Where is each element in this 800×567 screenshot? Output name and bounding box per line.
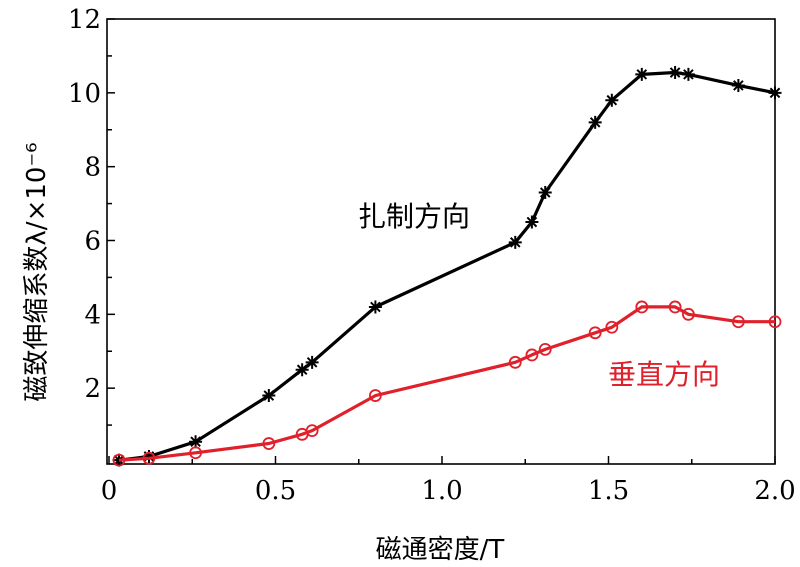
data-point xyxy=(508,355,522,369)
data-point xyxy=(635,67,649,81)
data-point xyxy=(682,307,695,321)
data-point xyxy=(189,435,203,449)
data-point xyxy=(538,186,552,200)
y-tick-label: 12 xyxy=(68,5,101,35)
data-point xyxy=(768,86,782,100)
x-tick-label: 0.5 xyxy=(255,476,296,506)
data-point xyxy=(295,363,309,377)
data-point xyxy=(262,437,276,450)
data-point xyxy=(262,389,276,403)
data-point xyxy=(305,424,319,438)
y-tick-label: 4 xyxy=(84,300,101,330)
series-line xyxy=(118,70,776,462)
data-point xyxy=(605,93,619,107)
annotation-perpendicular-direction: 垂直方向 xyxy=(608,358,720,391)
data-point xyxy=(525,348,539,362)
data-point xyxy=(681,67,695,81)
series-2 xyxy=(112,300,782,467)
x-tick-label: 1.0 xyxy=(421,476,462,506)
data-point xyxy=(668,66,682,80)
data-point xyxy=(142,451,156,465)
data-point xyxy=(768,315,782,329)
y-axis-title: 磁致伸缩系数λ/×10⁻⁶ xyxy=(22,142,52,401)
data-point xyxy=(189,446,202,460)
data-point xyxy=(538,343,552,356)
data-point xyxy=(731,78,745,92)
axes: 0 0.5 1.0 1.5 2.0 2 4 6 8 10 12 xyxy=(68,5,796,506)
x-axis-title: 磁通密度/T xyxy=(376,535,505,565)
data-point xyxy=(731,315,745,329)
data-point xyxy=(635,300,649,314)
data-point xyxy=(305,355,319,369)
data-point xyxy=(588,326,602,340)
y-tick-label: 6 xyxy=(84,227,101,257)
data-point xyxy=(668,300,682,314)
plot-frame xyxy=(106,18,776,465)
data-point xyxy=(142,449,156,463)
data-point xyxy=(508,235,522,249)
y-tick-label: 2 xyxy=(84,374,101,404)
data-point xyxy=(588,115,602,129)
x-tick-label: 1.5 xyxy=(588,476,629,506)
data-point xyxy=(525,215,539,229)
data-point xyxy=(112,453,126,467)
data-point xyxy=(368,300,382,314)
x-tick-label: 0 xyxy=(101,476,118,506)
y-tick-label: 8 xyxy=(84,153,101,183)
series-layer xyxy=(112,66,782,467)
data-point xyxy=(368,389,382,402)
series-1 xyxy=(112,66,782,467)
x-tick-label: 2.0 xyxy=(754,476,795,506)
y-tick-label: 10 xyxy=(68,79,101,109)
data-point xyxy=(605,320,619,334)
annotation-rolling-direction: 扎制方向 xyxy=(358,200,470,233)
data-point xyxy=(112,453,126,467)
